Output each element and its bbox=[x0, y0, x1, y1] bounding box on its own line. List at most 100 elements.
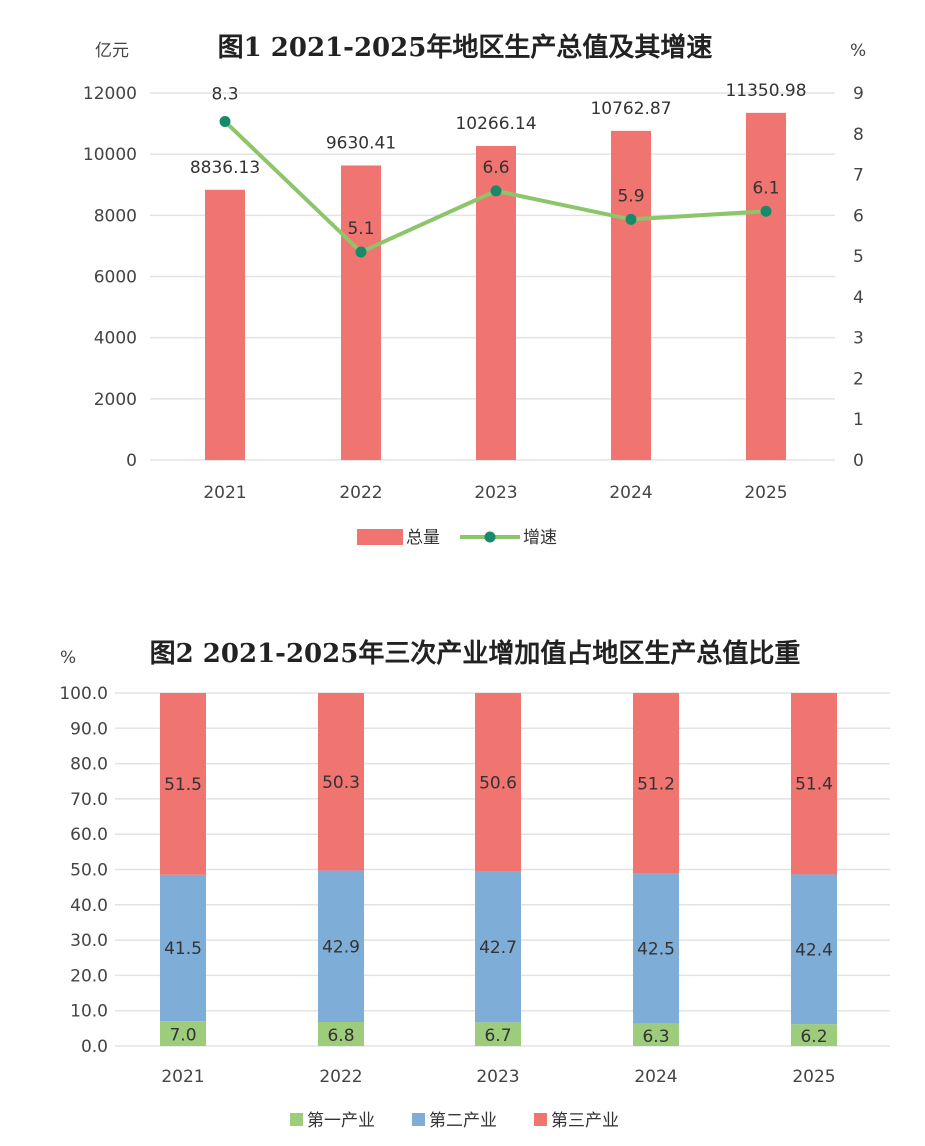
left-tick-label: 6000 bbox=[94, 268, 137, 288]
x-tick-label: 2022 bbox=[319, 1067, 362, 1087]
segment-value-label: 42.4 bbox=[795, 940, 833, 960]
bar-2023-series-1 bbox=[475, 871, 521, 1023]
bar-2023-series-0 bbox=[475, 1022, 521, 1046]
growth-value-label: 8.3 bbox=[211, 85, 238, 105]
right-tick-label: 2 bbox=[853, 369, 864, 389]
chart1-right-unit: % bbox=[850, 41, 866, 61]
right-tick-label: 7 bbox=[853, 166, 864, 186]
segment-value-label: 6.8 bbox=[327, 1026, 354, 1046]
y-tick-label: 0.0 bbox=[81, 1037, 108, 1057]
right-tick-label: 5 bbox=[853, 247, 864, 267]
segment-value-label: 6.7 bbox=[484, 1026, 511, 1046]
y-tick-label: 70.0 bbox=[70, 790, 108, 810]
segment-value-label: 7.0 bbox=[169, 1026, 196, 1046]
bar-2024-series-0 bbox=[633, 1023, 679, 1046]
legend-label-2: 第三产业 bbox=[551, 1111, 619, 1131]
bar-2021-series-2 bbox=[160, 693, 206, 875]
bar-2022-series-0 bbox=[318, 1021, 364, 1046]
bar-2025-series-0 bbox=[791, 1024, 837, 1046]
right-tick-label: 9 bbox=[853, 84, 864, 104]
bar-2022-series-1 bbox=[318, 870, 364, 1022]
x-tick-label: 2023 bbox=[476, 1067, 519, 1087]
growth-value-label: 6.1 bbox=[752, 178, 779, 198]
bar-2021 bbox=[205, 189, 245, 460]
x-tick-label: 2024 bbox=[634, 1067, 677, 1087]
left-tick-label: 0 bbox=[126, 451, 137, 471]
growth-value-label: 6.6 bbox=[482, 158, 509, 178]
chart2-unit: % bbox=[60, 648, 76, 668]
bar-2025 bbox=[746, 112, 786, 461]
right-tick-label: 3 bbox=[853, 329, 864, 349]
legend-label-0: 第一产业 bbox=[307, 1111, 375, 1131]
left-tick-label: 4000 bbox=[94, 329, 137, 349]
bar-value-label: 10266.14 bbox=[455, 114, 536, 134]
left-tick-label: 8000 bbox=[94, 206, 137, 226]
legend-label-1: 第二产业 bbox=[429, 1111, 497, 1131]
x-tick-label: 2023 bbox=[474, 483, 517, 503]
left-tick-label: 10000 bbox=[83, 145, 137, 165]
segment-value-label: 6.3 bbox=[642, 1027, 669, 1047]
right-tick-label: 8 bbox=[853, 125, 864, 145]
x-tick-label: 2021 bbox=[161, 1067, 204, 1087]
chart1-title: 图1 2021-2025年地区生产总值及其增速 bbox=[218, 32, 713, 63]
legend-swatch-2 bbox=[534, 1113, 547, 1126]
x-tick-label: 2024 bbox=[609, 483, 652, 503]
y-tick-label: 30.0 bbox=[70, 931, 108, 951]
bar-2021-series-1 bbox=[160, 874, 206, 1022]
bar-2024-series-2 bbox=[633, 693, 679, 874]
x-tick-label: 2022 bbox=[339, 483, 382, 503]
segment-value-label: 51.5 bbox=[164, 775, 202, 795]
bar-2024-series-1 bbox=[633, 873, 679, 1024]
growth-value-label: 5.1 bbox=[347, 219, 374, 239]
bar-2022 bbox=[341, 165, 381, 460]
growth-point bbox=[490, 185, 502, 197]
growth-value-label: 5.9 bbox=[617, 186, 644, 206]
segment-value-label: 51.4 bbox=[795, 775, 833, 795]
left-tick-label: 2000 bbox=[94, 390, 137, 410]
legend-swatch-0 bbox=[290, 1113, 303, 1126]
legend-swatch-1 bbox=[412, 1113, 425, 1126]
legend-label-growth: 增速 bbox=[523, 528, 557, 548]
segment-value-label: 41.5 bbox=[164, 939, 202, 959]
segment-value-label: 42.5 bbox=[637, 940, 675, 960]
bar-2022-series-2 bbox=[318, 693, 364, 871]
left-tick-label: 12000 bbox=[83, 84, 137, 104]
segment-value-label: 42.9 bbox=[322, 937, 360, 957]
bar-2025-series-2 bbox=[791, 693, 837, 875]
chart2-title: 图2 2021-2025年三次产业增加值占地区生产总值比重 bbox=[150, 638, 801, 669]
legend-swatch-total bbox=[357, 529, 403, 545]
y-tick-label: 80.0 bbox=[70, 755, 108, 775]
segment-value-label: 6.2 bbox=[800, 1027, 827, 1047]
y-tick-label: 60.0 bbox=[70, 825, 108, 845]
legend-label-total: 总量 bbox=[406, 528, 440, 548]
chart1-plot: 0 2000 4000 6000 8000 10000 12000 0 1 2 3 4 5 6 7 8 9 883… bbox=[83, 81, 864, 548]
bar-2024 bbox=[611, 130, 651, 460]
y-tick-label: 100.0 bbox=[59, 684, 108, 704]
segment-value-label: 50.3 bbox=[322, 773, 360, 793]
bar-value-label: 9630.41 bbox=[326, 133, 396, 153]
y-tick-label: 90.0 bbox=[70, 719, 108, 739]
bar-value-label: 10762.87 bbox=[590, 99, 671, 119]
bar-value-label: 8836.13 bbox=[190, 158, 260, 178]
x-tick-label: 2025 bbox=[744, 483, 787, 503]
segment-value-label: 50.6 bbox=[479, 773, 517, 793]
right-tick-label: 6 bbox=[853, 206, 864, 226]
segment-value-label: 51.2 bbox=[637, 774, 675, 794]
chart2-plot: 0.0 10.0 20.0 30.0 40.0 50.0 60.0 70.0 80.0 90.0 1… bbox=[59, 684, 890, 1131]
segment-value-label: 42.7 bbox=[479, 938, 517, 958]
bar-2023-series-2 bbox=[475, 693, 521, 872]
y-tick-label: 40.0 bbox=[70, 896, 108, 916]
growth-point bbox=[625, 213, 637, 225]
bar-2025-series-1 bbox=[791, 874, 837, 1025]
right-tick-label: 0 bbox=[853, 451, 864, 471]
growth-point bbox=[355, 246, 367, 258]
x-tick-label: 2021 bbox=[203, 483, 246, 503]
y-tick-label: 20.0 bbox=[70, 966, 108, 986]
y-tick-label: 10.0 bbox=[70, 1002, 108, 1022]
right-tick-label: 1 bbox=[853, 410, 864, 430]
x-tick-label: 2025 bbox=[792, 1067, 835, 1087]
growth-point bbox=[760, 205, 772, 217]
bar-value-label: 11350.98 bbox=[725, 81, 806, 101]
chart1-left-unit: 亿元 bbox=[95, 41, 129, 61]
